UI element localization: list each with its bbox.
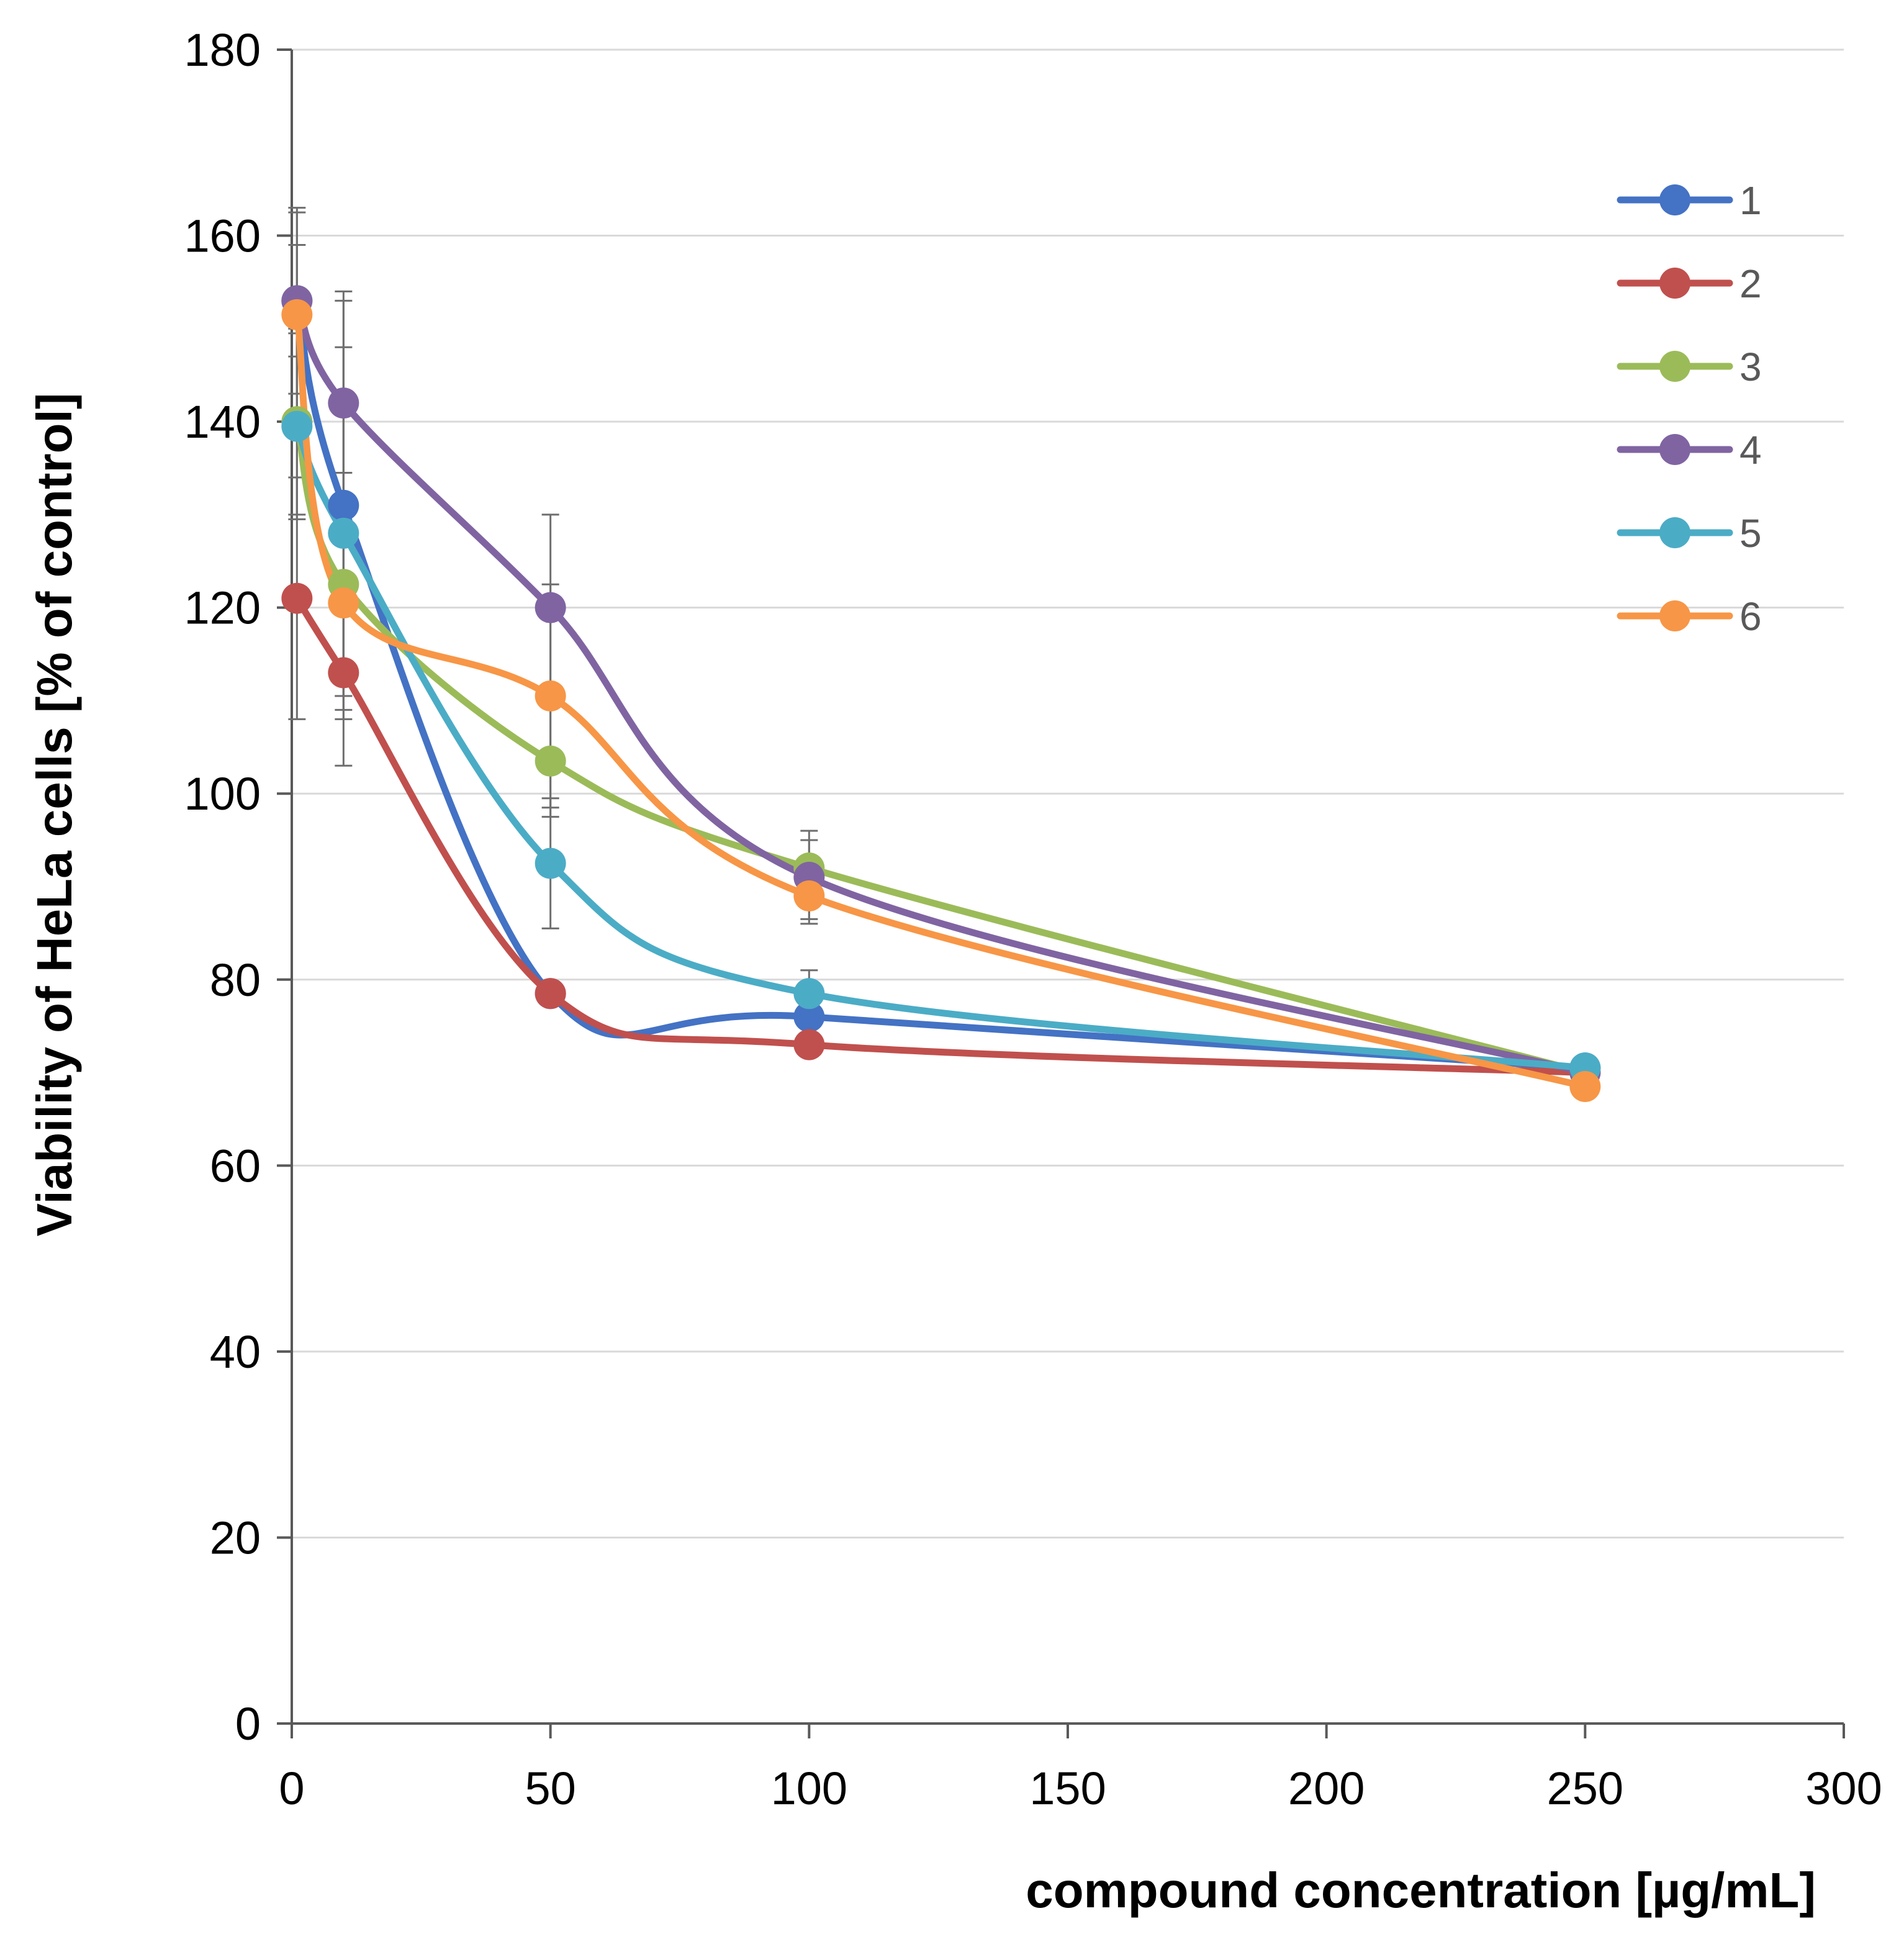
data-point-series-1: [793, 1001, 825, 1032]
legend-label: 6: [1739, 594, 1762, 639]
data-point-series-6: [328, 587, 359, 619]
data-points: [281, 285, 1601, 1103]
data-point-series-6: [281, 299, 313, 330]
gridlines: [292, 48, 1844, 1539]
legend-label: 4: [1739, 428, 1762, 472]
data-point-series-6: [793, 880, 825, 911]
series-line-3: [293, 418, 1589, 1077]
data-point-series-2: [281, 582, 313, 614]
x-tick-label: 200: [1288, 1763, 1365, 1814]
legend-swatch-marker-3: [1659, 351, 1690, 382]
legend-swatch-marker-6: [1659, 600, 1690, 631]
y-tick-label: 60: [210, 1140, 261, 1191]
y-tick-label: 0: [235, 1698, 261, 1750]
x-tick-label: 100: [771, 1763, 847, 1814]
y-tick-label: 80: [210, 954, 261, 1006]
x-tick-label: 150: [1029, 1763, 1106, 1814]
series-line-5: [293, 423, 1589, 1072]
data-point-series-3: [535, 745, 566, 777]
data-point-series-4: [328, 387, 359, 419]
x-axis-title: compound concentration [µg/mL]: [1026, 1863, 1816, 1918]
data-point-series-6: [535, 680, 566, 712]
x-tick-label: 250: [1547, 1763, 1623, 1814]
data-point-series-2: [328, 657, 359, 689]
y-tick-label: 20: [210, 1512, 261, 1563]
data-point-series-4: [535, 592, 566, 623]
y-tick-label: 160: [184, 210, 261, 262]
data-point-series-1: [328, 489, 359, 521]
ticks: 0 20 40 60 80 100 120 140 160 180 0 50 100 150 200 250 3…: [184, 24, 1882, 1814]
legend-label: 3: [1739, 345, 1762, 389]
x-tick-label: 300: [1805, 1763, 1882, 1814]
series-lines: [293, 297, 1589, 1090]
data-point-series-6: [1569, 1071, 1601, 1103]
y-tick-label: 120: [184, 582, 261, 634]
legend-swatch-marker-1: [1659, 184, 1690, 215]
data-point-series-5: [281, 410, 313, 442]
legend-label: 1: [1739, 178, 1762, 223]
x-tick-label: 50: [525, 1763, 576, 1814]
series-line-1: [293, 297, 1589, 1072]
y-tick-label: 140: [184, 396, 261, 448]
y-tick-label: 180: [184, 24, 261, 76]
data-point-series-5: [328, 517, 359, 549]
legend-label: 5: [1739, 511, 1762, 556]
data-point-series-2: [535, 978, 566, 1010]
y-tick-label: 100: [184, 768, 261, 820]
y-tick-label: 40: [210, 1326, 261, 1378]
legend-swatch-marker-5: [1659, 517, 1690, 548]
axes: [291, 50, 1844, 1725]
error-bars: [288, 207, 1594, 1097]
series-line-6: [293, 311, 1589, 1090]
series-line-4: [293, 297, 1589, 1077]
legend: 1 2 3 4 5 6: [1617, 178, 1762, 639]
legend-label: 2: [1739, 261, 1762, 306]
y-axis-title: Viability of HeLa cells [% of control]: [27, 393, 82, 1237]
x-tick-label: 0: [279, 1763, 304, 1814]
data-point-series-5: [535, 847, 566, 879]
data-point-series-2: [793, 1029, 825, 1060]
data-point-series-5: [793, 978, 825, 1010]
legend-swatch-marker-4: [1659, 434, 1690, 465]
legend-swatch-marker-2: [1659, 268, 1690, 299]
